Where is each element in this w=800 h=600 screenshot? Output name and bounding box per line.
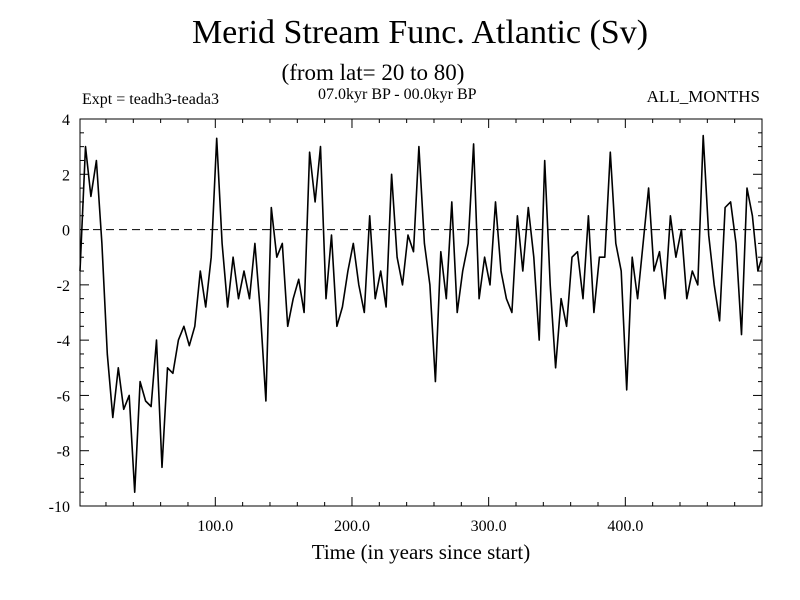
x-tick-label: 200.0	[334, 518, 370, 535]
y-tick-label: -2	[57, 278, 70, 295]
y-tick-label: 2	[62, 167, 70, 184]
y-tick-label: 0	[62, 223, 70, 240]
y-tick-label: -6	[57, 388, 70, 405]
y-tick-label: -4	[57, 333, 70, 350]
chart-title: Merid Stream Func. Atlantic (Sv)	[191, 14, 649, 51]
period-label: 07.0kyr BP - 00.0kyr BP	[318, 86, 477, 103]
x-tick-label: 400.0	[607, 518, 643, 535]
plot-frame	[79, 118, 763, 507]
series-line	[79, 134, 763, 494]
chart-subtitle: (from lat= 20 to 80)	[281, 60, 465, 85]
y-tick-label: 4	[62, 112, 70, 129]
y-tick-label: -8	[57, 444, 70, 461]
x-tick-label: 100.0	[197, 518, 233, 535]
experiment-label: Expt = teadh3-teada3	[82, 91, 219, 108]
y-tick-label: -10	[49, 499, 70, 516]
months-label: ALL_MONTHS	[646, 87, 760, 106]
x-tick-label: 300.0	[471, 518, 507, 535]
x-axis-label: Time (in years since start)	[311, 540, 531, 564]
